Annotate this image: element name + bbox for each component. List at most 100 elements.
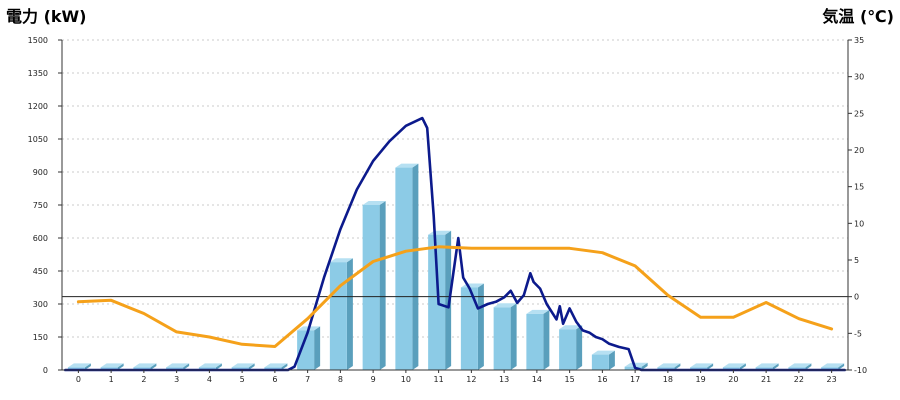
bar-side	[412, 163, 419, 370]
x-tick-label: 12	[466, 375, 476, 384]
bar-top	[722, 363, 746, 368]
bar	[526, 309, 550, 370]
bar	[657, 363, 681, 370]
bar-face	[460, 287, 478, 370]
bar-side	[739, 363, 746, 370]
x-tick-label: 21	[761, 375, 771, 384]
bar-side	[346, 258, 353, 370]
right-tick-label: -5	[854, 329, 862, 338]
bar	[624, 362, 648, 370]
bar-top	[821, 363, 845, 368]
bar	[329, 258, 353, 370]
x-tick-label: 0	[76, 375, 81, 384]
bar	[198, 363, 222, 370]
bar-top	[329, 258, 353, 263]
bar-side	[576, 325, 583, 370]
bar-side	[379, 201, 386, 370]
x-tick-label: 5	[240, 375, 245, 384]
temperature-line	[76, 245, 834, 348]
bar-face	[297, 330, 315, 370]
right-tick-label: 0	[854, 293, 859, 302]
bar-top	[624, 362, 648, 367]
bar	[133, 363, 157, 370]
bar-top	[395, 163, 419, 168]
x-tick-label: 11	[434, 375, 444, 384]
x-tick-label: 1	[109, 375, 114, 384]
bar-face	[264, 367, 282, 370]
grid	[62, 39, 848, 338]
bar-side	[117, 363, 124, 370]
bar-side	[150, 363, 157, 370]
bar	[166, 363, 190, 370]
x-tick-label: 4	[207, 375, 212, 384]
bar-side	[641, 362, 648, 370]
bar-side	[510, 303, 517, 370]
bar	[264, 363, 288, 370]
bar-face	[624, 366, 642, 370]
bar	[591, 350, 615, 370]
bar	[428, 230, 452, 370]
bar-top	[166, 363, 190, 368]
bar-side	[281, 363, 288, 370]
right-axis-title: 気温 (℃)	[822, 7, 894, 26]
bar-face	[657, 367, 675, 370]
x-tick-label: 9	[371, 375, 376, 384]
bar-face	[493, 307, 511, 370]
bar-face	[231, 367, 249, 370]
bar	[493, 303, 517, 370]
left-tick-label: 300	[33, 300, 48, 309]
bar	[755, 363, 779, 370]
bar-side	[543, 309, 550, 370]
left-tick-label: 450	[33, 267, 48, 276]
x-tick-label: 2	[141, 375, 146, 384]
left-tick-label: 1050	[28, 135, 48, 144]
left-tick-label: 1200	[28, 102, 48, 111]
bar-top	[690, 363, 714, 368]
bar-top	[788, 363, 812, 368]
bar-face	[67, 367, 85, 370]
bar	[722, 363, 746, 370]
x-tick-label: 16	[597, 375, 607, 384]
bar-top	[591, 350, 615, 355]
bar-face	[722, 367, 740, 370]
x-tick-label: 19	[696, 375, 706, 384]
bar-top	[231, 363, 255, 368]
bar-face	[755, 367, 773, 370]
bar-top	[657, 363, 681, 368]
left-tick-label: 750	[33, 201, 48, 210]
bar-side	[608, 350, 615, 370]
bar-top	[493, 303, 517, 308]
left-tick-label: 900	[33, 168, 48, 177]
left-axis-ticks: 0 150 300 450 600 750 900 1050 1200 1350 1500	[28, 36, 62, 375]
x-tick-label: 10	[401, 375, 411, 384]
bar-side	[772, 363, 779, 370]
bar-face	[329, 262, 347, 370]
bar-top	[526, 309, 550, 314]
bar-side	[314, 326, 321, 370]
left-tick-label: 0	[43, 366, 48, 375]
bar-face	[362, 205, 380, 370]
bar-top	[559, 325, 583, 330]
bar-side	[838, 363, 845, 370]
right-tick-label: 35	[854, 36, 864, 45]
bar-top	[67, 363, 91, 368]
x-tick-label: 3	[174, 375, 179, 384]
bar	[821, 363, 845, 370]
bar-side	[707, 363, 714, 370]
bars	[67, 163, 845, 370]
bar-face	[526, 313, 544, 370]
bar-face	[690, 367, 708, 370]
bar-face	[100, 367, 118, 370]
right-axis-ticks: -10 -5 0 5 10 15 20 25 30 35	[848, 36, 867, 375]
x-tick-label: 7	[305, 375, 310, 384]
bar-top	[755, 363, 779, 368]
bar	[395, 163, 419, 370]
bar-side	[445, 230, 452, 370]
bar-top	[362, 201, 386, 205]
bar-side	[183, 363, 190, 370]
x-tick-label: 20	[728, 375, 738, 384]
bar-side	[674, 363, 681, 370]
bar-side	[805, 363, 812, 370]
series-lines	[64, 116, 846, 372]
left-tick-label: 1500	[28, 36, 48, 45]
